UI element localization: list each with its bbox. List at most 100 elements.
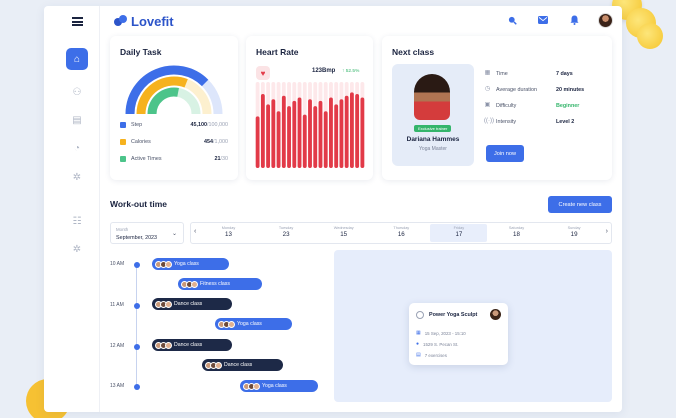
heart-rate-chart	[255, 82, 365, 168]
trainer-photo	[414, 74, 450, 120]
class-pill[interactable]: Yoga class	[152, 258, 229, 270]
hr-bar	[308, 99, 312, 168]
timeline-dot	[133, 303, 140, 309]
daily-task-card: Daily Task Step 45,100/100,000 Calories 454…	[110, 36, 238, 180]
time-label: 10 AM	[110, 261, 125, 267]
chevron-down-icon: ⌄	[171, 231, 177, 237]
heart-rate-card: Heart Rate ♥ 123Bmp ↑ 52.5%	[246, 36, 373, 180]
timeline-dot	[133, 384, 140, 390]
exclusive-trainer-badge: Exclusive trainer	[414, 125, 452, 132]
day-thursday[interactable]: Thursday 16	[373, 224, 430, 242]
class-info-label: Intensity	[496, 118, 517, 125]
heart-rate-title: Heart Rate	[256, 47, 299, 57]
avatar	[165, 341, 172, 349]
legend-row: Active Times 21/30	[120, 156, 228, 162]
hr-bar	[271, 99, 276, 168]
sidebar-item-users[interactable]: ⚇	[72, 86, 82, 98]
participant-avatars	[155, 300, 172, 308]
month-value: September, 2023	[116, 235, 158, 241]
class-info-value: Level 2	[556, 118, 575, 125]
class-pill-label: Dance class	[174, 342, 203, 348]
mail-icon[interactable]	[536, 13, 550, 27]
chevron-right-icon[interactable]: ›	[605, 228, 608, 235]
next-class-card: Next class Exclusive trainer Dariana Ham…	[382, 36, 612, 180]
ring-calories	[136, 76, 188, 115]
ring-active-times	[147, 87, 179, 115]
hr-bar	[260, 94, 265, 168]
day-name: Monday	[221, 226, 236, 230]
day-name: Saturday	[508, 226, 525, 230]
calendar-icon: ▦	[484, 70, 491, 76]
class-info-label: Average duration	[496, 86, 537, 93]
class-pill-label: Fitness class	[200, 281, 230, 287]
hamburger-menu-icon[interactable]	[72, 17, 83, 26]
search-icon[interactable]	[505, 13, 519, 27]
exercise-icon: ▤	[416, 352, 421, 358]
legend-current: 454	[204, 139, 213, 145]
class-pill[interactable]: Yoga class	[215, 318, 292, 330]
app-logo[interactable]: Lovefit	[114, 14, 174, 29]
month-select[interactable]: Month September, 2023 ⌄	[110, 222, 184, 244]
checkbox[interactable]	[416, 311, 424, 319]
create-new-class-button[interactable]: Create new class	[548, 196, 612, 213]
class-pill-label: Dance class	[224, 362, 253, 368]
class-pill-label: Dance class	[174, 301, 203, 307]
day-number: 17	[455, 231, 463, 238]
hr-bar	[349, 92, 354, 168]
participant-avatars	[155, 341, 172, 349]
chevron-left-icon[interactable]: ‹	[194, 228, 197, 235]
legend-total: /1,000	[213, 139, 228, 145]
day-friday[interactable]: Friday 17	[430, 224, 488, 242]
class-pill[interactable]: Yoga class	[240, 380, 318, 392]
class-pill[interactable]: Dance class	[152, 339, 232, 351]
ring-step	[125, 65, 209, 115]
day-monday[interactable]: Monday 13	[200, 224, 257, 242]
day-picker: ‹ Monday 13 Tuesday 23 Wednesday 15 Thursday 16…	[190, 222, 612, 244]
legend-row: Step 45,100/100,000	[120, 122, 228, 128]
class-detail-popup[interactable]: Power Yoga Sculpt ▦ 15 Sep, 2023 - 15:10 …	[409, 303, 508, 365]
sidebar-item-document[interactable]: ▤	[72, 114, 82, 126]
hr-bar	[292, 100, 297, 168]
day-tuesday[interactable]: Tuesday 23	[258, 224, 315, 242]
sidebar-item-home[interactable]: ⌂	[66, 48, 88, 70]
legend-value: 21/30	[215, 156, 229, 162]
participant-avatars	[155, 260, 172, 268]
hr-bar	[302, 114, 307, 168]
participant-avatars	[218, 320, 235, 328]
legend-label: Step	[131, 122, 143, 128]
sidebar-item-settings[interactable]: ✲	[72, 171, 82, 183]
hr-bar	[334, 104, 339, 168]
sidebar: ⌂ ⚇ ▤ ◔ ✲ ☷ ✲	[44, 6, 100, 412]
trainer-avatar	[490, 309, 501, 320]
trainer-card[interactable]: Exclusive trainer Dariana Hammes Yoga Ma…	[392, 64, 474, 166]
user-avatar[interactable]	[598, 13, 613, 28]
legend-label: Calories	[131, 139, 151, 145]
class-pill[interactable]: Dance class	[152, 298, 232, 310]
decor-ball	[637, 23, 663, 49]
join-now-button[interactable]: Join now	[486, 145, 524, 162]
timeline-dot	[133, 262, 140, 268]
legend-current: 21	[214, 156, 221, 162]
class-pill[interactable]: Fitness class	[178, 278, 262, 290]
day-number: 16	[397, 231, 405, 238]
day-saturday[interactable]: Saturday 18	[488, 224, 545, 242]
class-info-label: Difficulty	[496, 102, 517, 109]
sidebar-item-gear[interactable]: ✲	[72, 243, 82, 255]
day-name: Thursday	[393, 226, 410, 230]
class-pill-label: Yoga class	[262, 383, 287, 389]
avatar	[191, 280, 198, 288]
class-info-row: ((·)) Intensity Level 2	[484, 118, 602, 125]
day-sunday[interactable]: Sunday 19	[546, 224, 603, 242]
daily-task-rings	[125, 65, 223, 115]
heart-rate-change: ↑ 52.5%	[342, 69, 360, 74]
day-number: 23	[282, 231, 290, 238]
bell-icon[interactable]	[567, 13, 581, 27]
class-pill[interactable]: Dance class	[202, 359, 283, 371]
class-info-value: Beginner	[556, 102, 580, 109]
hr-bar	[318, 100, 323, 168]
sidebar-item-sliders[interactable]: ☷	[72, 215, 82, 227]
sidebar-item-pie-chart[interactable]: ◔	[73, 142, 81, 154]
hr-bar	[344, 95, 349, 168]
day-wednesday[interactable]: Wednesday 15	[315, 224, 372, 242]
class-info-value: 20 minutes	[556, 86, 585, 93]
